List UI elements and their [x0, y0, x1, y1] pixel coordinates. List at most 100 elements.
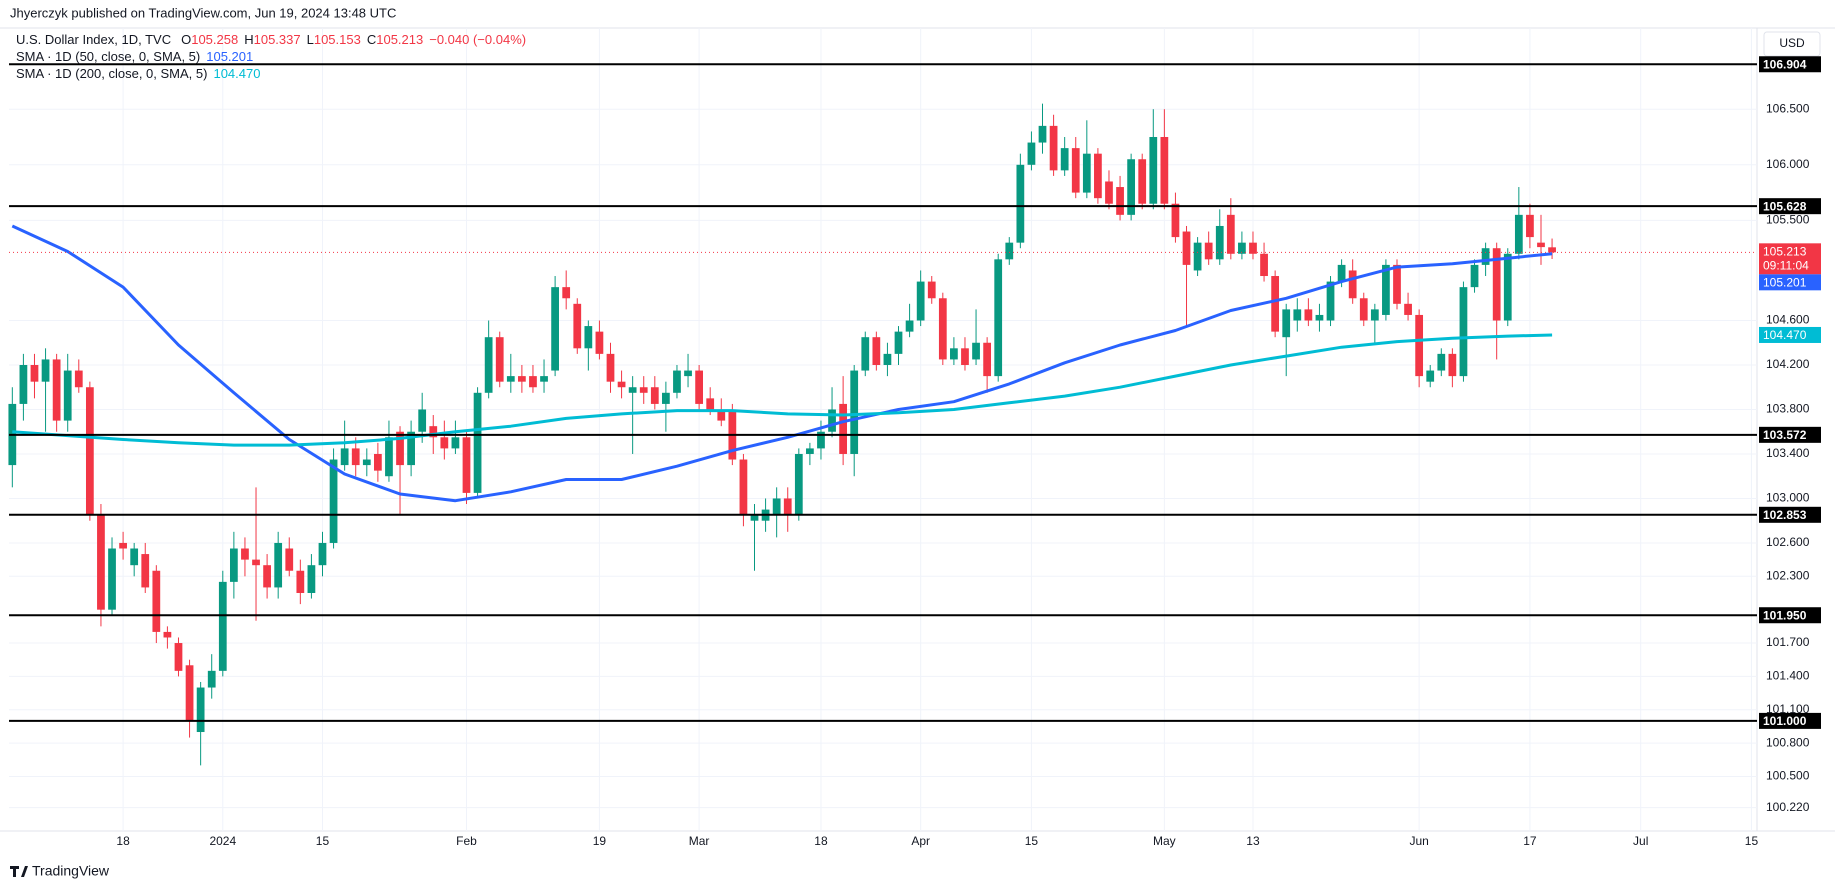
candle-body [418, 409, 427, 432]
candle-body [1315, 314, 1324, 321]
candle-body [639, 387, 648, 393]
x-tick-label: Apr [911, 834, 930, 848]
candle-body [1182, 231, 1191, 265]
candle-body [551, 287, 559, 371]
candle-body [41, 359, 50, 382]
level-label: 102.853 [1763, 508, 1807, 522]
candle-body [972, 342, 980, 360]
y-tick-label: 103.800 [1766, 402, 1810, 416]
legend-change: −0.040 (−0.04%) [429, 32, 526, 47]
published-note: Jhyerczyk published on TradingView.com, … [10, 5, 396, 20]
candle-body [894, 331, 903, 354]
y-tick-label: 104.600 [1766, 313, 1810, 327]
x-tick-label: 18 [814, 834, 828, 848]
x-tick-label: Feb [456, 834, 477, 848]
candle-body [1271, 276, 1280, 332]
currency-box[interactable] [1763, 31, 1821, 57]
candle-body [1249, 242, 1257, 254]
y-tick-label: 106.500 [1766, 101, 1810, 115]
ohlc-key: O [181, 32, 191, 47]
candle-body [396, 431, 404, 466]
candle-body [1105, 181, 1113, 204]
candle-body [1470, 264, 1479, 288]
x-tick-label: May [1153, 834, 1176, 848]
candle-body [1071, 148, 1080, 193]
candle-body [307, 565, 316, 593]
candle-body [684, 370, 692, 377]
candle-body [385, 437, 393, 477]
candle-body [595, 331, 604, 354]
candle-body [108, 548, 116, 610]
sma-price-label: 104.470 [1763, 328, 1807, 342]
ohlc-key: H [244, 32, 253, 47]
candle-body [263, 565, 271, 588]
candle-body [806, 448, 814, 454]
y-tick-label: 106.000 [1766, 157, 1810, 171]
y-tick-label: 104.200 [1766, 357, 1810, 371]
candle-body [584, 326, 593, 349]
y-tick-label: 102.300 [1766, 568, 1810, 582]
candle-body [229, 548, 238, 582]
candle-body [817, 431, 825, 449]
candle-body [861, 337, 870, 371]
candle-body [484, 337, 493, 393]
candle-body [562, 287, 571, 299]
candle-body [529, 376, 537, 388]
candle-body [739, 459, 748, 516]
candle-body [152, 570, 161, 632]
candle-body [927, 281, 936, 299]
candle-body [606, 353, 615, 382]
candle-body [1548, 247, 1556, 253]
candle-body [1393, 264, 1401, 304]
candle-body [296, 570, 305, 593]
candle-body [750, 515, 759, 521]
candle-body [252, 559, 260, 566]
logo: TradingView [10, 863, 110, 879]
candle-body [373, 453, 382, 471]
candle-body [617, 381, 626, 388]
candle-body [362, 459, 371, 466]
candle-body [706, 398, 715, 410]
candle-body [97, 515, 105, 610]
legend-series: SMA · 1D (200, close, 0, SMA, 5) 104.470 [16, 66, 260, 81]
sma-price-tag [1759, 326, 1821, 343]
currency[interactable]: USD [1779, 36, 1805, 50]
candle-body [1149, 136, 1158, 204]
x-tick-label: Mar [689, 834, 710, 848]
last-price-label: 105.213 [1763, 245, 1807, 259]
candle-body [241, 548, 249, 560]
legend-series-value: 105.201 [206, 49, 253, 64]
ohlc-value: 105.337 [254, 32, 301, 47]
candle-body [794, 453, 803, 516]
candle-body [1503, 253, 1512, 321]
candle-body [1027, 142, 1036, 165]
candle-body [1304, 309, 1313, 321]
candle-body [63, 370, 72, 421]
candle-body [994, 259, 1003, 377]
last-price-tag [1759, 243, 1821, 275]
candle-body [1415, 314, 1424, 377]
legend-series-name: SMA · 1D (50, close, 0, SMA, 5) [16, 49, 200, 64]
y-tick-label: 100.500 [1766, 769, 1810, 783]
y-tick-label: 105.500 [1766, 213, 1810, 227]
ohlc-key: L [307, 32, 314, 47]
candle-body [540, 376, 548, 382]
y-tick-label: 103.000 [1766, 491, 1810, 505]
candle-body [717, 409, 726, 421]
candle-body [119, 542, 127, 549]
candle-body [883, 353, 892, 365]
x-tick-label: 2024 [209, 834, 236, 848]
candle-body [1326, 281, 1335, 321]
candle-body [30, 364, 39, 382]
candle-body [407, 431, 415, 466]
candle-body [1038, 125, 1047, 143]
candle-body [783, 498, 792, 516]
x-tick-label: 15 [1025, 834, 1039, 848]
candle-body [1514, 214, 1523, 254]
level-tag [1759, 426, 1821, 443]
candle-body [329, 459, 338, 543]
ohlc-value: 105.258 [191, 32, 238, 47]
candle-body [828, 409, 836, 432]
candle-body [351, 448, 360, 466]
legend-main: U.S. Dollar Index, 1D, TVC O105.258 H105.3… [16, 32, 526, 47]
